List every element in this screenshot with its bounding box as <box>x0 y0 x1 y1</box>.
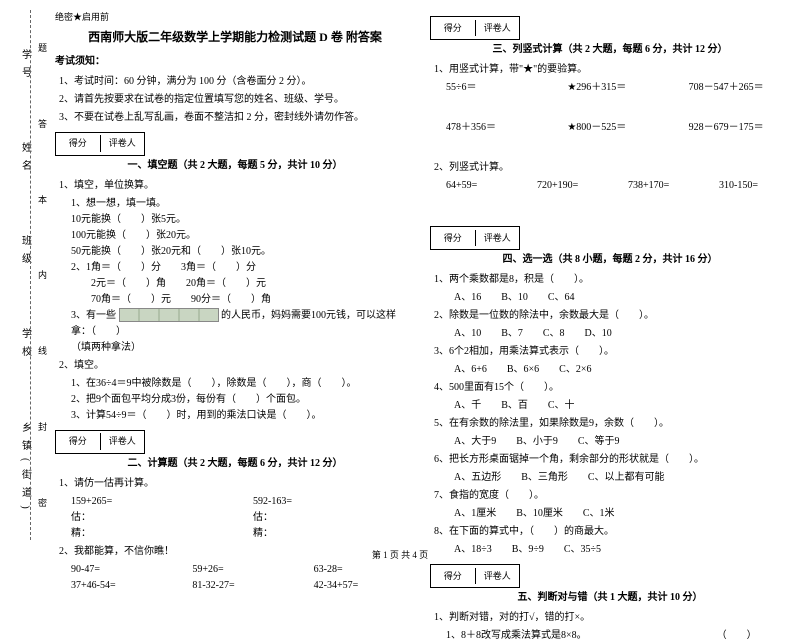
s2-row: 估：估： <box>71 510 415 526</box>
section-4-title: 四、选一选（共 8 小题，每题 2 分，共计 16 分） <box>430 252 790 268</box>
section-2-title: 二、计算题（共 2 大题，每题 6 分，共计 12 分） <box>55 456 415 472</box>
score-label: 得分 <box>56 135 101 151</box>
s3-row: 55÷6＝★296＋315＝708－547＋265＝ <box>446 80 790 96</box>
q2-row: 3、计算54÷9＝（ ）时，用到的乘法口诀是（ ）。 <box>71 408 415 424</box>
section-3-title: 三、列竖式计算（共 2 大题，每题 6 分，共计 12 分） <box>430 42 790 58</box>
q2: 2、填空。 <box>59 358 415 374</box>
q1-row: 2元＝（ ）角 20角＝（ ）元 <box>71 276 415 292</box>
s4-item: A、1厘米 B、10厘米 C、1米 <box>434 506 790 522</box>
s4-item: 2、除数是一位数的除法中，余数最大是（ ）。 <box>434 308 790 324</box>
page-main: 绝密★启用前 西南师大版二年级数学上学期能力检测试题 D 卷 附答案 考试须知：… <box>55 10 790 550</box>
q1-banknote-row: 3、有一些 的人民币，妈妈需要100元钱，可以这样拿：（ ） <box>71 308 415 340</box>
s4-item: 7、食指的宽度（ ）。 <box>434 488 790 504</box>
q1-row: 2、1角＝（ ）分 3角＝（ ）分 <box>71 260 415 276</box>
q1-row: 70角＝（ ）元 90分＝（ ）角 <box>71 292 415 308</box>
score-box: 得分 评卷人 <box>55 430 145 454</box>
s4-item: 5、在有余数的除法里，如果除数是9，余数（ ）。 <box>434 416 790 432</box>
s3-row: 64+59=720+190=738+170=310-150= <box>446 178 790 194</box>
s5-q1: 1、判断对错，对的打√，错的打×。 <box>434 610 790 626</box>
score-box: 得分 评卷人 <box>430 16 520 40</box>
s4-item: A、千 B、百 C、十 <box>434 398 790 414</box>
score-box: 得分 评卷人 <box>55 132 145 156</box>
s4-item: 3、6个2相加，用乘法算式表示（ ）。 <box>434 344 790 360</box>
s4-item: A、大于9 B、小于9 C、等于9 <box>434 434 790 450</box>
q1-row: 50元能换（ ）张20元和（ ）张10元。 <box>71 244 415 260</box>
s4-item: A、16 B、10 C、64 <box>434 290 790 306</box>
right-column: 得分 评卷人 三、列竖式计算（共 2 大题，每题 6 分，共计 12 分） 1、… <box>430 10 790 550</box>
notice-item: 1、考试时间：60 分钟，满分为 100 分（含卷面分 2 分）。 <box>59 74 415 90</box>
s3-row: 478＋356＝★800－525＝928－679－175＝ <box>446 120 790 136</box>
page-footer: 第 1 页 共 4 页 <box>0 548 800 561</box>
s2-row: 精：精： <box>71 526 415 542</box>
section-1-title: 一、填空题（共 2 大题，每题 5 分，共计 10 分） <box>55 158 415 174</box>
notice-item: 3、不要在试卷上乱写乱画，卷面不整洁扣 2 分，密封线外请勿作答。 <box>59 110 415 126</box>
s5-row: 1、8＋8改写成乘法算式是8×8。 （ ） <box>446 628 790 644</box>
score-box: 得分 评卷人 <box>430 226 520 250</box>
q2-row: 1、在36÷4＝9中被除数是（ ），除数是（ ），商（ ）。 <box>71 376 415 392</box>
q1-note: （填两种拿法） <box>71 340 415 356</box>
s2-row: 90-47=59+26=63-28= <box>71 562 415 578</box>
q1-row: 10元能换（ ）张5元。 <box>71 212 415 228</box>
s4-item: A、6+6 B、6×6 C、2×6 <box>434 362 790 378</box>
s4-item: 6、把长方形桌面锯掉一个角，剩余部分的形状就是（ ）。 <box>434 452 790 468</box>
s3-q1: 1、用竖式计算，带"★"的要验算。 <box>434 62 790 78</box>
notice-heading: 考试须知： <box>55 54 415 70</box>
left-column: 绝密★启用前 西南师大版二年级数学上学期能力检测试题 D 卷 附答案 考试须知：… <box>55 10 415 550</box>
notice-item: 2、请首先按要求在试卷的指定位置填写您的姓名、班级、学号。 <box>59 92 415 108</box>
seal-line <box>30 10 31 540</box>
secret-mark: 绝密★启用前 <box>55 10 415 24</box>
s4-item: 8、在下面的算式中，（ ）的商最大。 <box>434 524 790 540</box>
s4-item: A、五边形 B、三角形 C、以上都有可能 <box>434 470 790 486</box>
q1-sub: 1、想一想，填一填。 <box>71 196 415 212</box>
s4-item: A、10 B、7 C、8 D、10 <box>434 326 790 342</box>
s4-item: 4、500里面有15个（ ）。 <box>434 380 790 396</box>
s2-q1: 1、请仿一估再计算。 <box>59 476 415 492</box>
q2-row: 2、把9个面包平均分成3份，每份有（ ）个面包。 <box>71 392 415 408</box>
section-5-title: 五、判断对与错（共 1 大题，共计 10 分） <box>430 590 790 606</box>
q1-row: 100元能换（ ）张20元。 <box>71 228 415 244</box>
exam-title: 西南师大版二年级数学上学期能力检测试题 D 卷 附答案 <box>55 28 415 47</box>
score-box: 得分 评卷人 <box>430 564 520 588</box>
s4-item: 1、两个乘数都是8，积是（ ）。 <box>434 272 790 288</box>
seal-text: 题 答 本 内 线 封 密 <box>36 10 49 540</box>
banknote-image <box>119 308 219 322</box>
s2-row: 159+265=592-163= <box>71 494 415 510</box>
q1: 1、填空，单位换算。 <box>59 178 415 194</box>
s3-q2: 2、列竖式计算。 <box>434 160 790 176</box>
marker-label: 评卷人 <box>101 135 145 151</box>
s2-row: 37+46-54=81-32-27=42-34+57= <box>71 578 415 594</box>
